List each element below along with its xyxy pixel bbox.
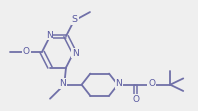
Text: N: N (46, 31, 53, 40)
Text: O: O (148, 79, 155, 88)
Text: O: O (23, 47, 30, 56)
Text: N: N (59, 79, 66, 88)
Text: N: N (72, 49, 79, 58)
Text: O: O (132, 95, 140, 104)
Text: S: S (72, 15, 78, 24)
Text: N: N (115, 79, 122, 88)
